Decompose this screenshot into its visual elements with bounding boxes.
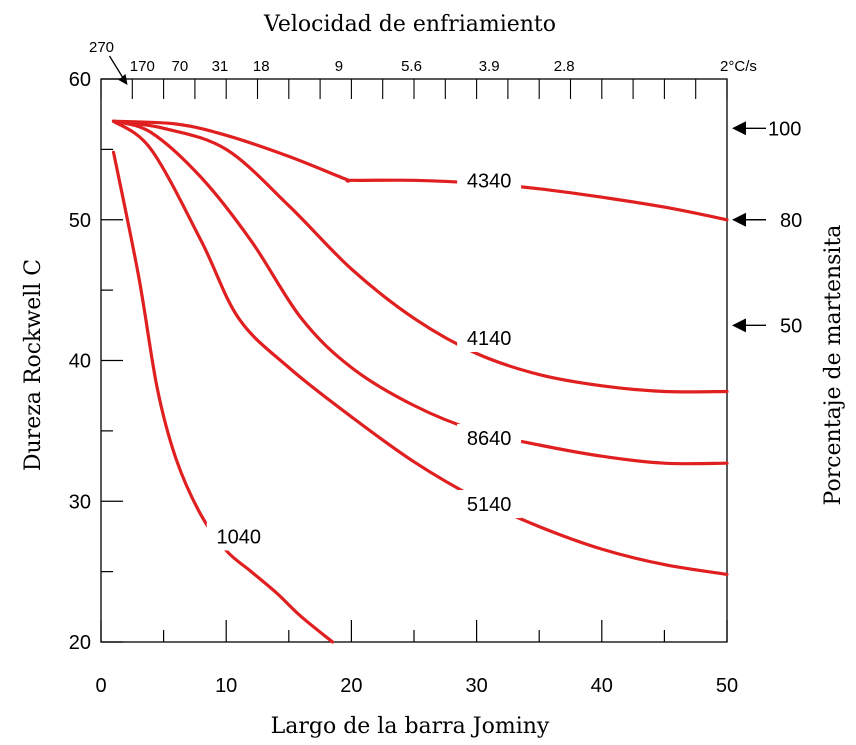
series-label-4340: 4340 (467, 170, 512, 192)
series-label-background (457, 490, 522, 519)
top-tick-label: 9 (335, 58, 343, 75)
labels-layer: 4340 4140 8640 5140 1040 (206, 166, 522, 551)
right-axis-title: Porcentaje de martensita (821, 225, 846, 506)
top-tick-label: 170 (130, 58, 155, 75)
x-tick-label: 0 (95, 675, 106, 697)
series-label-background (457, 323, 522, 352)
series-line-4140 (111, 119, 729, 394)
top-tick-label: 31 (212, 58, 229, 75)
martensite-arrowhead (732, 121, 746, 136)
top-tick-label: 2.8 (554, 58, 575, 75)
x-tick-label: 30 (465, 675, 487, 697)
top-tick-label: 2°C/s (720, 58, 757, 75)
y-axis-title: Dureza Rockwell C (21, 259, 46, 471)
series-label-1040: 1040 (216, 526, 261, 548)
x-axis-title: Largo de la barra Jominy (271, 714, 550, 739)
curves-layer (111, 119, 729, 644)
top-tick-arrowhead (118, 74, 128, 85)
series-label-background (206, 522, 271, 551)
series-label-5140: 5140 (467, 494, 512, 516)
series-label-4140: 4140 (467, 328, 512, 350)
martensite-arrowhead (732, 318, 746, 333)
x-tick-label: 10 (215, 675, 237, 697)
top-tick-label: 70 (172, 58, 189, 75)
ticks-layer: 0 10 20 30 40 50 20 30 40 50 60 270 170 70 31 18 9 5.6 3.9… (69, 39, 757, 697)
series-label-background (457, 166, 522, 195)
x-tick-label: 50 (716, 675, 738, 697)
series-label-8640: 8640 (467, 428, 512, 450)
series-label-background (457, 423, 522, 452)
series-line-1040 (111, 150, 335, 644)
top-tick-label: 18 (253, 58, 270, 75)
y-tick-label: 20 (69, 632, 91, 654)
series-line-4340 (111, 119, 729, 222)
x-tick-label: 40 (591, 675, 613, 697)
top-tick-label: 270 (89, 39, 114, 56)
top-tick-label: 3.9 (479, 58, 500, 75)
top-axis-title: Velocidad de enfriamiento (263, 12, 556, 37)
series-line-8640 (111, 119, 729, 466)
top-tick-label: 5.6 (401, 58, 422, 75)
martensite-arrowhead (732, 212, 746, 227)
martensite-label: 100 (768, 118, 801, 140)
x-tick-label: 20 (340, 675, 362, 697)
series-line-5140 (111, 119, 729, 576)
martensite-label: 80 (780, 210, 802, 232)
y-tick-label: 40 (69, 351, 91, 373)
y-tick-label: 60 (69, 69, 91, 91)
y-tick-label: 50 (69, 210, 91, 232)
y-tick-label: 30 (69, 491, 91, 513)
martensite-label: 50 (780, 315, 802, 337)
martensite-marks-layer: 100 80 50 (732, 118, 802, 337)
